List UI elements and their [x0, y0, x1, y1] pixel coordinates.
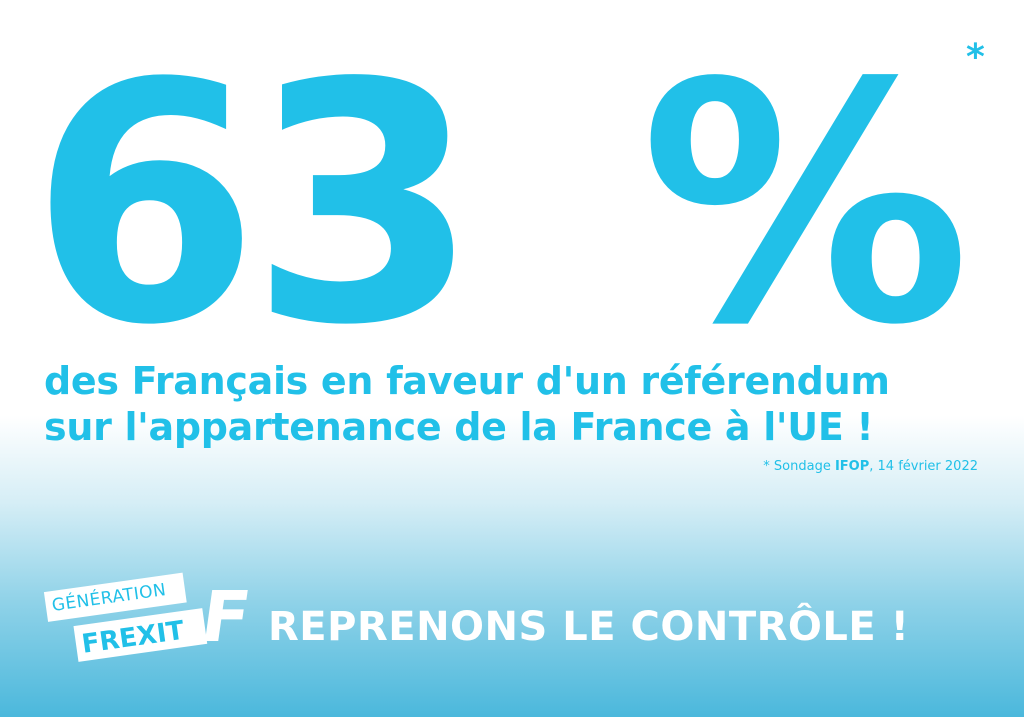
- slogan: REPRENONS LE CONTRÔLE !: [268, 604, 910, 650]
- source-suffix: , 14 février 2022: [869, 459, 978, 474]
- generation-frexit-logo: GÉNÉRATION FREXIT F: [43, 572, 256, 674]
- logo-f-mark: F: [196, 576, 256, 658]
- headline: des Français en faveur d'un référendum s…: [44, 358, 1004, 450]
- headline-line-2: sur l'appartenance de la France à l'UE !: [44, 405, 874, 449]
- hero-number: 63: [30, 13, 479, 397]
- source-note: * Sondage IFOP, 14 février 2022: [763, 459, 978, 474]
- footnote-asterisk: *: [966, 37, 985, 78]
- headline-line-1: des Français en faveur d'un référendum: [44, 359, 890, 403]
- hero-percent-sign: %: [640, 13, 971, 397]
- source-prefix: * Sondage: [763, 459, 835, 474]
- source-org: IFOP: [834, 459, 870, 474]
